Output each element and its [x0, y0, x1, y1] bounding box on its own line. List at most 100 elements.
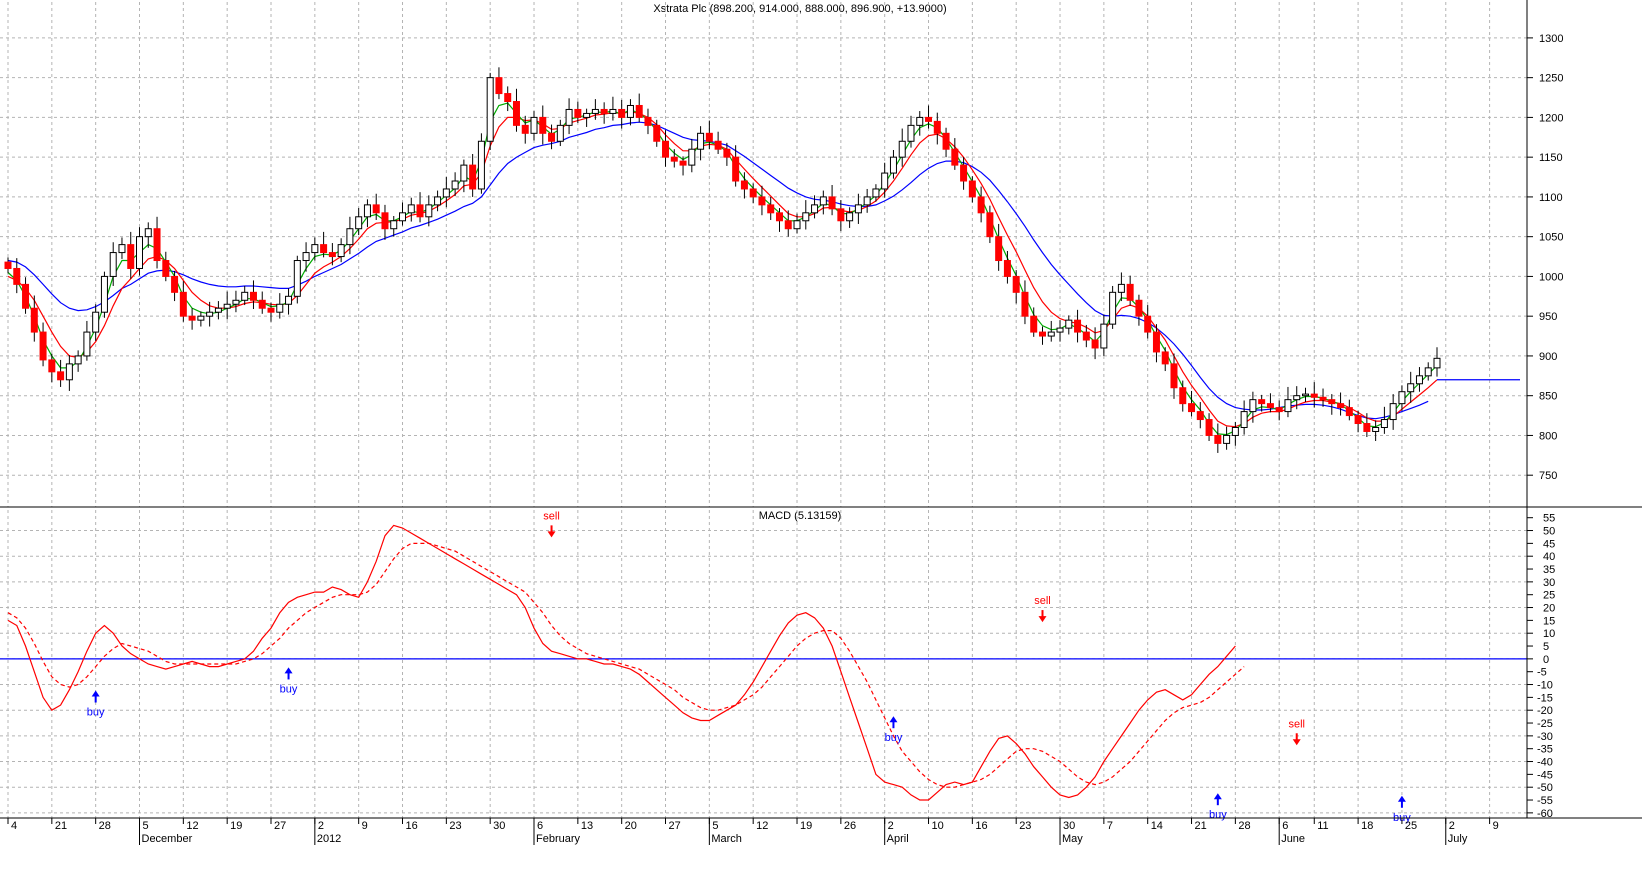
candle-down	[1144, 315, 1152, 333]
candle-down	[1179, 387, 1187, 405]
buy-signal: buy	[87, 690, 105, 719]
price-y-tick-label: 900	[1539, 351, 1557, 363]
x-tick-label: 12	[186, 820, 198, 832]
candle-up	[863, 196, 871, 206]
candle-down	[618, 108, 626, 118]
x-tick-label: 21	[1195, 820, 1207, 832]
candle-up	[1223, 434, 1231, 444]
candle-down	[539, 116, 547, 134]
month-label: 2012	[317, 833, 341, 845]
candle-down	[784, 220, 792, 230]
candle-down	[1354, 415, 1362, 425]
x-tick-label: 30	[493, 820, 505, 832]
macd-y-tick-label: 35	[1543, 564, 1555, 576]
macd-y-tick-label: -10	[1537, 680, 1553, 692]
candle-up	[486, 77, 494, 142]
candle-up	[136, 236, 144, 269]
candle-down	[1021, 291, 1029, 317]
candle-down	[1012, 275, 1020, 293]
buy-signal: buy	[280, 667, 298, 695]
candle-down	[714, 140, 722, 150]
candle-up	[109, 252, 117, 277]
x-tick-label: 4	[11, 820, 17, 832]
macd-y-tick-label: 15	[1543, 615, 1555, 627]
candle-up	[337, 244, 345, 258]
candle-down	[732, 156, 740, 182]
candle-up	[1424, 367, 1432, 377]
buy-label: buy	[1209, 809, 1227, 821]
candle-down	[328, 252, 336, 258]
x-tick-label: 27	[274, 820, 286, 832]
candle-down	[469, 164, 477, 190]
x-tick-label: 28	[99, 820, 111, 832]
candle-up	[591, 108, 599, 114]
candle-up	[311, 244, 319, 254]
x-tick-label: 30	[1063, 820, 1075, 832]
candle-down	[521, 124, 529, 134]
candle-up	[1293, 395, 1301, 401]
macd-line	[7, 524, 1236, 801]
buy-label: buy	[87, 707, 105, 719]
x-tick-label: 25	[1405, 820, 1417, 832]
candle-down	[1126, 283, 1134, 301]
candle-down	[775, 212, 783, 222]
candle-up	[556, 124, 564, 142]
macd-y-tick-label: 40	[1543, 551, 1555, 563]
price-y-tick-label: 1000	[1539, 271, 1563, 283]
candle-up	[1398, 391, 1406, 405]
x-tick-label: 5	[143, 820, 149, 832]
candle-down	[995, 236, 1003, 262]
candle-down	[179, 291, 187, 317]
macd-y-tick-label: -45	[1537, 769, 1553, 781]
candle-up	[1407, 383, 1415, 393]
candle-down	[635, 104, 643, 118]
candle-up	[442, 188, 450, 198]
candle-up	[583, 112, 591, 118]
month-label: May	[1062, 833, 1083, 845]
candle-down	[1161, 351, 1169, 365]
candle-down	[670, 156, 678, 162]
candle-down	[320, 244, 328, 254]
candle-up	[100, 275, 108, 313]
x-tick-label: 16	[406, 820, 418, 832]
candle-up	[697, 132, 705, 150]
candle-down	[22, 283, 30, 309]
candle-down	[1038, 331, 1046, 337]
candle-up	[434, 196, 442, 206]
price-y-tick-label: 1150	[1539, 152, 1563, 164]
sell-signal: sell	[543, 510, 560, 538]
sell-signal: sell	[1034, 595, 1051, 623]
buy-label: buy	[885, 732, 903, 744]
candle-down	[653, 124, 661, 142]
sell-label: sell	[1034, 595, 1051, 607]
candle-up	[1389, 403, 1397, 421]
candle-down	[504, 93, 512, 103]
candle-down	[644, 116, 652, 126]
candle-down	[1152, 331, 1160, 353]
candle-down	[1275, 407, 1283, 413]
macd-y-tick-label: 55	[1543, 513, 1555, 525]
candle-down	[1345, 407, 1353, 417]
price-y-tick-label: 1250	[1539, 73, 1563, 85]
candle-down	[1188, 403, 1196, 413]
macd-y-tick-label: -5	[1537, 667, 1547, 679]
candle-up	[1433, 357, 1441, 369]
candle-up	[1372, 426, 1380, 432]
candle-down	[57, 371, 65, 381]
candle-up	[197, 315, 205, 321]
macd-y-tick-label: -25	[1537, 718, 1553, 730]
x-tick-label: 5	[712, 820, 718, 832]
x-tick-label: 23	[449, 820, 461, 832]
ma-mid-line	[7, 111, 1438, 428]
candle-up	[407, 204, 415, 214]
candle-up	[285, 295, 293, 305]
candle-down	[600, 108, 608, 114]
buy-signal: buy	[885, 716, 903, 744]
candle-down	[381, 212, 389, 230]
candle-up	[688, 148, 696, 166]
candle-up	[206, 311, 214, 317]
candle-down	[1363, 423, 1371, 432]
candle-up	[626, 104, 634, 118]
sell-arrow-head	[1292, 739, 1301, 746]
